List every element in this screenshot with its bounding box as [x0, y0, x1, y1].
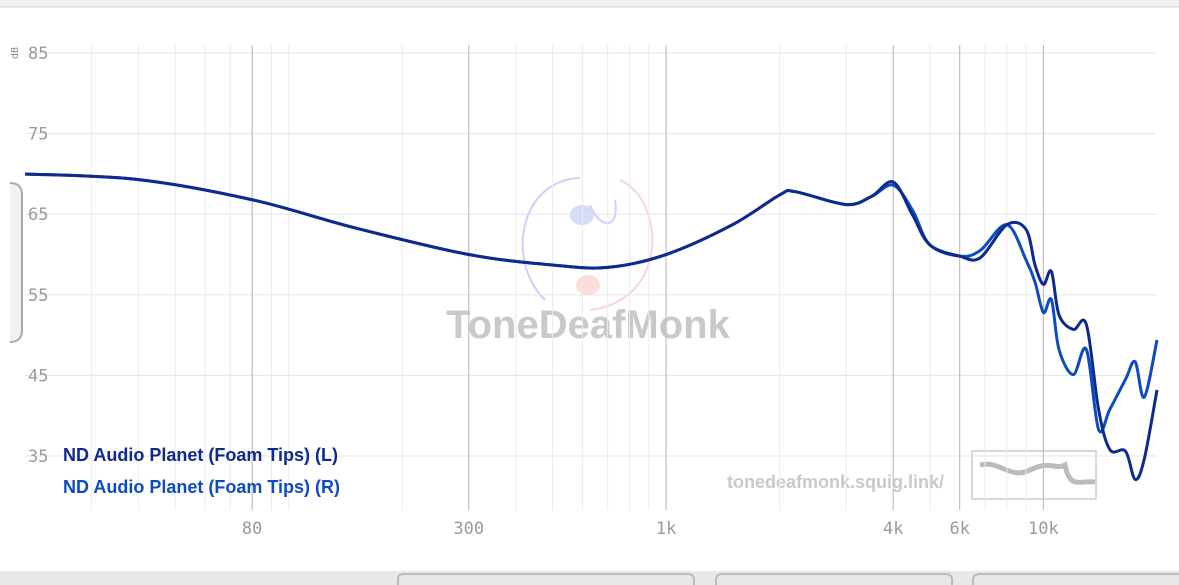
y-tick-label: 65 [28, 205, 48, 225]
x-tick-label: 1k [656, 519, 676, 539]
y-tick-label: 75 [28, 125, 48, 145]
x-tick-label: 4k [883, 519, 903, 539]
x-tick-label: 80 [242, 519, 262, 539]
top-bar [0, 0, 1179, 7]
y-tick-label: 85 [28, 44, 48, 64]
fr-line [24, 172, 1159, 481]
legend-entry[interactable]: ND Audio Planet (Foam Tips) (L) [63, 445, 338, 465]
y-tick-label: 35 [28, 447, 48, 467]
site-label: tonedeafmonk.squig.link/ [727, 472, 944, 492]
controls-outline [397, 573, 1179, 585]
x-tick-label: 6k [949, 519, 969, 539]
mini-graph [971, 450, 1097, 500]
x-tick-label: 300 [453, 519, 484, 539]
x-tick-label: 10k [1028, 519, 1059, 539]
watermark: ToneDeafMonk [446, 303, 730, 347]
resize-handle[interactable] [9, 182, 23, 343]
y-tick-label: 55 [28, 286, 48, 306]
y-tick-label: 45 [28, 366, 48, 386]
y-axis-label: dB [10, 47, 21, 59]
legend-entry[interactable]: ND Audio Planet (Foam Tips) (R) [63, 477, 340, 497]
